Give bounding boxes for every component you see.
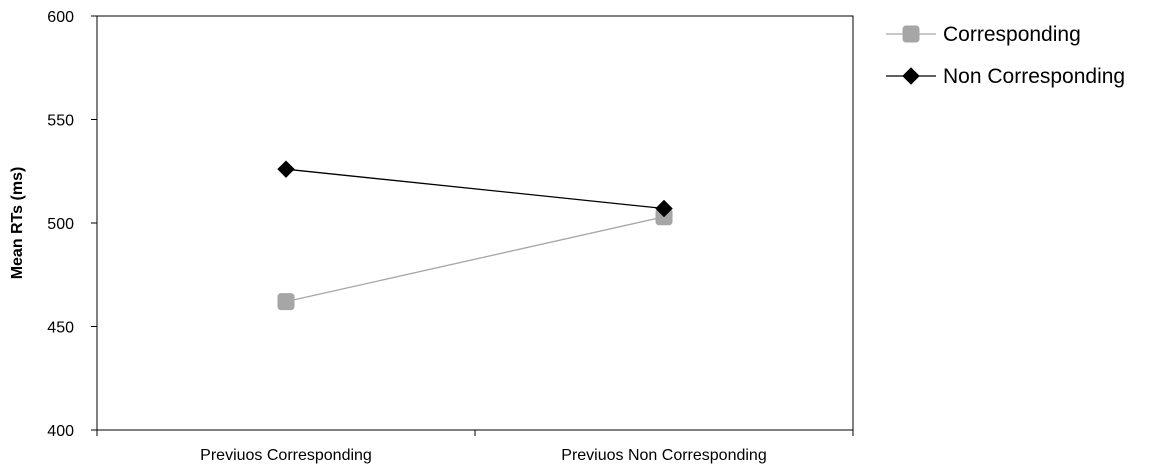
plot-area (96, 15, 854, 431)
series-1 (277, 160, 673, 218)
legend-label: Corresponding (943, 23, 1081, 46)
y-tick-label: 550 (47, 113, 74, 130)
x-category-label: Previuos Non Corresponding (561, 447, 766, 464)
series-line (285, 168, 665, 210)
legend-item: Non Corresponding (886, 65, 1125, 88)
y-tick-label: 450 (47, 320, 74, 337)
y-axis-title: Mean RTs (ms) (9, 167, 26, 280)
data-point (277, 160, 295, 178)
series-layer (277, 160, 673, 311)
data-point (655, 199, 673, 218)
data-point (277, 293, 295, 311)
x-category-label: Previuos Corresponding (200, 447, 372, 464)
legend-item: Corresponding (886, 23, 1081, 46)
legend-label: Non Corresponding (943, 65, 1125, 88)
y-axis: 400 450 500 550 600 (47, 9, 97, 440)
x-axis: Previuos Corresponding Previuos Non Corre… (96, 430, 854, 464)
legend-marker (902, 67, 920, 85)
legend-marker (902, 25, 920, 43)
series-line (285, 216, 665, 303)
y-tick-label: 500 (47, 216, 74, 233)
legend: Corresponding Non Corresponding (886, 23, 1125, 88)
y-tick-label: 400 (47, 423, 74, 440)
y-tick-label: 600 (47, 9, 74, 26)
